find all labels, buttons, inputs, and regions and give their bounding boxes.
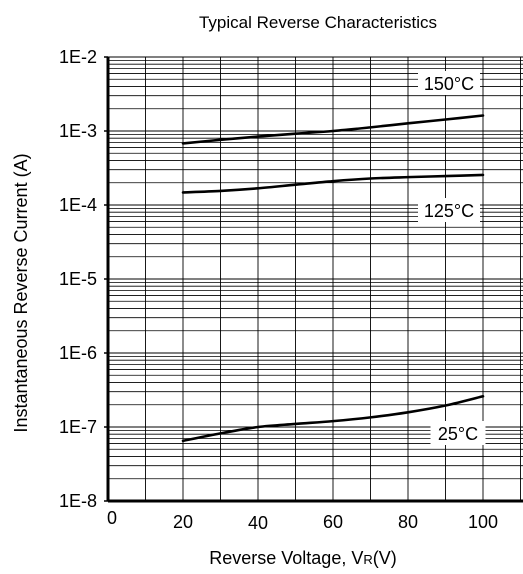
series-lines	[181, 114, 485, 443]
y-axis-label: Instantaneous Reverse Current (A)	[11, 153, 31, 432]
label-background	[418, 71, 480, 95]
y-tick-label: 1E-3	[59, 121, 97, 141]
label-background	[418, 198, 480, 222]
label-background	[430, 421, 486, 445]
axes	[106, 57, 523, 503]
series-label: 125°C	[424, 201, 474, 221]
x-tick-label: 80	[398, 512, 418, 532]
x-tick-label: 60	[323, 512, 343, 532]
x-tick-label: 40	[248, 513, 268, 533]
y-tick-label: 1E-8	[59, 491, 97, 511]
y-tick-label: 1E-5	[59, 269, 97, 289]
series-line	[181, 394, 485, 443]
y-tick-label: 1E-4	[59, 195, 97, 215]
series-label: 150°C	[424, 74, 474, 94]
x-tick-label: 20	[173, 512, 193, 532]
y-tick-label: 1E-6	[59, 343, 97, 363]
x-axis-label: Reverse Voltage, VR(V)	[209, 548, 396, 568]
series-line	[181, 114, 485, 145]
x-tick-label: 100	[468, 512, 498, 532]
series-label: 25°C	[438, 424, 478, 444]
series-line	[181, 173, 485, 194]
axis-ticks: 0 20 40 60 80 100 1E-8 1E-7 1E-6 1E-5 1E-4 1E-3 1E-2	[59, 47, 498, 533]
y-tick-label: 1E-7	[59, 417, 97, 437]
chart-title: Typical Reverse Characteristics	[199, 13, 437, 32]
y-tick-label: 1E-2	[59, 47, 97, 67]
temperature-labels: 150°C 125°C 25°C	[418, 71, 486, 445]
x-tick-label: 0	[107, 508, 117, 528]
